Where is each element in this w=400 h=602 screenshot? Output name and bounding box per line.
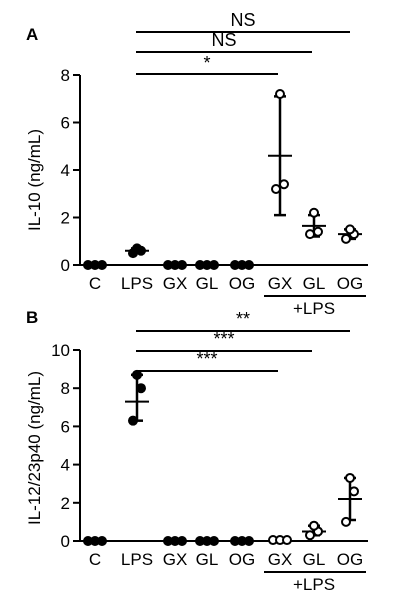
data-point (271, 184, 281, 194)
data-point (345, 224, 355, 235)
significance-label: *** (196, 349, 217, 369)
data-point (136, 383, 146, 394)
data-point (128, 415, 138, 426)
y-tick-label: 8 (61, 379, 70, 398)
data-point (177, 260, 187, 270)
data-point (282, 535, 292, 546)
x-category-label: OG (337, 550, 363, 569)
x-category-label: GL (303, 550, 326, 569)
x-category-label: GX (268, 550, 293, 569)
data-point (341, 516, 351, 527)
data-point (309, 207, 319, 218)
x-category-label: OG (229, 274, 255, 293)
y-tick-label: 10 (51, 341, 70, 360)
x-category-label: LPS (121, 274, 153, 293)
x-category-label: OG (337, 274, 363, 293)
data-point (244, 536, 254, 546)
y-tick-label: 4 (61, 456, 70, 475)
y-tick-label: 8 (61, 66, 70, 85)
data-point (177, 536, 187, 546)
group-label: +LPS (293, 299, 335, 318)
significance-label: *** (213, 329, 234, 349)
y-tick-label: 6 (61, 417, 70, 436)
x-category-label: C (89, 274, 101, 293)
significance-label: ** (236, 309, 250, 329)
x-category-label: GL (303, 274, 326, 293)
x-category-label: GX (163, 550, 188, 569)
significance-label: * (203, 53, 210, 73)
data-point (244, 260, 254, 270)
x-category-label: C (89, 550, 101, 569)
data-point (345, 472, 355, 483)
data-point (313, 226, 323, 237)
data-point (309, 520, 319, 531)
data-point (275, 89, 285, 99)
data-point (209, 536, 219, 546)
y-tick-label: 0 (61, 532, 70, 551)
x-category-label: LPS (121, 550, 153, 569)
data-point (305, 229, 315, 240)
significance-label: NS (230, 10, 255, 30)
group-label: +LPS (293, 575, 335, 594)
y-tick-label: 0 (61, 256, 70, 275)
data-point (279, 179, 289, 190)
y-tick-label: 2 (61, 494, 70, 513)
y-tick-label: 6 (61, 114, 70, 133)
data-point (132, 369, 142, 380)
data-point (132, 243, 142, 254)
panel-letter: B (26, 308, 38, 327)
y-tick-label: 2 (61, 209, 70, 228)
panel-b: B IL-12/23p40 (ng/mL) 0 2 4 6 8 10 C LPS GX GL OG GX G… (25, 308, 368, 594)
data-point (305, 530, 315, 541)
data-point (349, 486, 359, 497)
x-category-label: GL (196, 274, 219, 293)
data-point (97, 260, 107, 270)
x-category-label: GX (163, 274, 188, 293)
y-axis-label: IL-10 (ng/mL) (25, 129, 44, 231)
panel-letter: A (26, 25, 38, 44)
data-point (97, 536, 107, 546)
data-point (209, 260, 219, 270)
y-axis-label: IL-12/23p40 (ng/mL) (25, 371, 44, 525)
significance-label: NS (211, 30, 236, 50)
x-category-label: OG (229, 550, 255, 569)
x-category-label: GL (196, 550, 219, 569)
x-category-label: GX (268, 274, 293, 293)
y-tick-label: 4 (61, 161, 70, 180)
data-point (341, 233, 351, 244)
